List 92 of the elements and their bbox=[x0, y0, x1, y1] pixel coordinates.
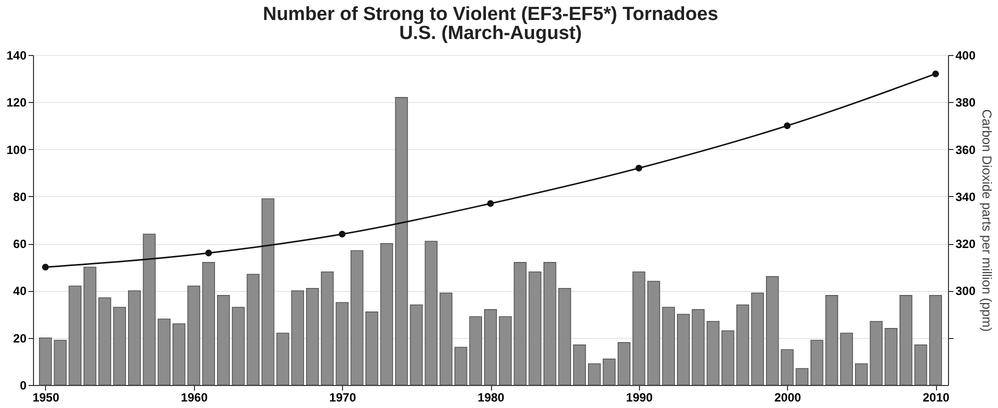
x-tick-label: 1970 bbox=[329, 390, 356, 404]
bar bbox=[172, 323, 186, 386]
y2-tick-label: 400 bbox=[956, 48, 976, 62]
x-tick-label: 2010 bbox=[922, 390, 950, 404]
y2-axis-title: Carbon Dioxide parts per million (ppm) bbox=[980, 109, 995, 332]
bar bbox=[54, 340, 67, 386]
bar bbox=[543, 262, 556, 386]
bar bbox=[825, 295, 838, 386]
bar bbox=[336, 302, 349, 386]
bar bbox=[291, 290, 304, 386]
bar bbox=[365, 312, 378, 386]
bar bbox=[306, 288, 319, 386]
bar bbox=[187, 286, 200, 386]
bar bbox=[528, 271, 542, 386]
bar bbox=[870, 320, 883, 386]
y2-tick-label: 320 bbox=[956, 237, 976, 252]
point bbox=[932, 70, 939, 78]
bar bbox=[484, 309, 497, 386]
point bbox=[42, 264, 49, 270]
bar bbox=[929, 295, 942, 386]
bar bbox=[780, 349, 794, 386]
bar bbox=[262, 198, 274, 386]
bar bbox=[424, 240, 438, 386]
y-tick-label: 140 bbox=[6, 48, 27, 62]
chart-title: Number of Strong to Violent (EF3-EF5*) Tornadoes bbox=[262, 4, 718, 25]
y-tick-label: 120 bbox=[6, 96, 27, 110]
bar bbox=[232, 306, 245, 386]
bar bbox=[84, 266, 96, 386]
bar bbox=[855, 363, 868, 386]
bar bbox=[380, 243, 394, 386]
bar bbox=[914, 344, 928, 386]
y-tick-label: 60 bbox=[13, 237, 27, 252]
bar bbox=[884, 328, 898, 386]
bar bbox=[706, 320, 720, 386]
point bbox=[338, 230, 346, 238]
chart-subtitle: U.S. (March-August) bbox=[399, 23, 582, 44]
bar bbox=[618, 342, 630, 386]
x-tick-label: 1980 bbox=[478, 390, 505, 404]
bar bbox=[558, 288, 572, 386]
y2-tick-label: 360 bbox=[956, 142, 976, 157]
bar bbox=[128, 290, 141, 386]
bar bbox=[840, 332, 853, 386]
point bbox=[205, 250, 212, 256]
y2-tick-label: 380 bbox=[956, 96, 976, 110]
bar bbox=[246, 274, 260, 386]
bar bbox=[142, 234, 156, 386]
bar bbox=[514, 262, 527, 386]
bar bbox=[158, 318, 170, 386]
bar bbox=[469, 316, 482, 386]
y-tick-label: 40 bbox=[13, 284, 27, 298]
bar bbox=[410, 304, 423, 386]
bar bbox=[796, 368, 808, 386]
bar bbox=[766, 276, 779, 386]
bar bbox=[454, 346, 468, 386]
bar bbox=[676, 314, 690, 386]
y-tick-label: 100 bbox=[6, 142, 27, 157]
point bbox=[636, 164, 642, 172]
bar bbox=[350, 250, 364, 386]
x-tick-label: 2000 bbox=[774, 390, 802, 404]
bar bbox=[320, 271, 334, 386]
bar bbox=[68, 286, 82, 386]
y2-tick-label: 340 bbox=[956, 190, 976, 204]
point bbox=[784, 122, 791, 130]
point bbox=[487, 200, 494, 207]
bar bbox=[98, 297, 112, 386]
bar bbox=[395, 97, 408, 386]
bar bbox=[202, 262, 216, 386]
bar bbox=[647, 280, 660, 386]
bar bbox=[662, 306, 675, 386]
x-tick-label: 1950 bbox=[32, 390, 60, 404]
y2-tick-label: 300 bbox=[956, 284, 976, 298]
x-tick-label: 1990 bbox=[626, 390, 654, 404]
bar bbox=[692, 309, 705, 386]
bar bbox=[276, 332, 290, 386]
bar bbox=[113, 306, 126, 386]
bar bbox=[736, 304, 750, 386]
bar bbox=[900, 295, 912, 386]
y-tick-label: 80 bbox=[13, 190, 27, 204]
bar bbox=[39, 337, 52, 386]
y-tick-label: 0 bbox=[20, 378, 27, 392]
bar bbox=[573, 344, 586, 386]
bar bbox=[751, 292, 764, 386]
y-tick-label: 20 bbox=[13, 331, 27, 346]
bar bbox=[602, 358, 616, 386]
bar bbox=[721, 330, 734, 386]
bar bbox=[217, 295, 230, 386]
bar bbox=[588, 363, 601, 386]
bar bbox=[632, 271, 646, 386]
bar bbox=[440, 292, 452, 386]
bar bbox=[810, 340, 824, 386]
x-tick-label: 1960 bbox=[180, 390, 208, 404]
bar bbox=[498, 316, 512, 386]
